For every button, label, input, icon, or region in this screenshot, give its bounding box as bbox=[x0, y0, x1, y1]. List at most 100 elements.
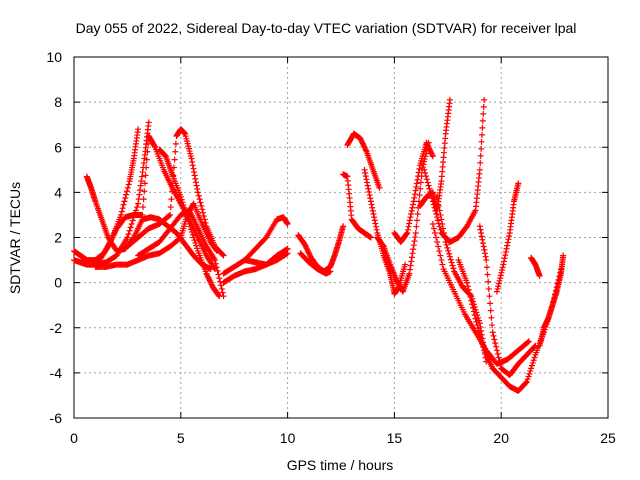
data-point bbox=[481, 246, 488, 253]
data-point bbox=[430, 201, 437, 208]
data-point bbox=[426, 146, 433, 153]
data-point bbox=[204, 271, 211, 278]
data-point bbox=[180, 202, 187, 209]
series-arc-24 bbox=[476, 223, 539, 379]
data-point bbox=[480, 103, 487, 110]
data-point bbox=[184, 215, 191, 222]
data-point bbox=[515, 180, 522, 187]
data-point bbox=[402, 261, 409, 268]
data-point bbox=[531, 343, 538, 350]
data-point bbox=[416, 165, 423, 172]
data-point bbox=[181, 204, 188, 211]
data-point bbox=[139, 169, 146, 176]
data-point bbox=[500, 258, 507, 265]
data-point bbox=[505, 236, 512, 243]
data-point bbox=[208, 281, 215, 288]
data-point bbox=[472, 315, 479, 322]
data-point bbox=[408, 258, 415, 265]
data-point bbox=[367, 234, 374, 241]
data-point bbox=[523, 378, 530, 385]
data-point bbox=[525, 373, 532, 380]
data-point bbox=[407, 214, 414, 221]
data-point bbox=[471, 312, 478, 319]
data-point bbox=[427, 188, 434, 195]
data-point bbox=[502, 248, 509, 255]
data-point bbox=[302, 243, 309, 250]
data-point bbox=[367, 195, 374, 202]
data-point bbox=[522, 379, 529, 386]
y-tick-label: 4 bbox=[54, 184, 62, 200]
data-point bbox=[117, 211, 124, 218]
data-point bbox=[491, 336, 498, 343]
data-point bbox=[427, 147, 434, 154]
data-point bbox=[446, 96, 453, 103]
series-arc-25 bbox=[493, 180, 522, 295]
data-point bbox=[190, 234, 197, 241]
data-point bbox=[422, 169, 429, 176]
data-point bbox=[364, 179, 371, 186]
data-point bbox=[183, 212, 190, 219]
data-point bbox=[497, 272, 504, 279]
data-point bbox=[186, 220, 193, 227]
data-point bbox=[151, 143, 158, 150]
series-arc-13 bbox=[297, 250, 334, 277]
data-point bbox=[434, 214, 441, 221]
data-point bbox=[189, 231, 196, 238]
data-point bbox=[215, 292, 222, 299]
data-point bbox=[476, 331, 483, 338]
data-point bbox=[413, 183, 420, 190]
data-point bbox=[447, 256, 454, 263]
data-point bbox=[127, 224, 134, 231]
data-point bbox=[496, 358, 503, 365]
data-point bbox=[414, 217, 421, 224]
data-point bbox=[200, 209, 207, 216]
data-point bbox=[429, 151, 436, 158]
data-point bbox=[409, 204, 416, 211]
data-point bbox=[440, 229, 447, 236]
data-point bbox=[493, 347, 500, 354]
data-point bbox=[140, 160, 147, 167]
data-point bbox=[477, 334, 484, 341]
data-point bbox=[437, 252, 444, 259]
data-point bbox=[434, 198, 441, 205]
data-point bbox=[360, 141, 367, 148]
data-point bbox=[205, 276, 212, 283]
data-point bbox=[303, 245, 310, 252]
data-point bbox=[525, 338, 532, 345]
data-point bbox=[438, 257, 445, 264]
data-point bbox=[168, 196, 175, 203]
data-point bbox=[499, 266, 506, 273]
data-point bbox=[144, 148, 151, 155]
data-point bbox=[478, 337, 485, 344]
data-point bbox=[492, 340, 499, 347]
data-point bbox=[194, 245, 201, 252]
data-point bbox=[531, 354, 538, 361]
data-point bbox=[469, 301, 476, 308]
data-point bbox=[200, 213, 207, 220]
data-point bbox=[199, 206, 206, 213]
data-point bbox=[143, 164, 150, 171]
data-point bbox=[413, 180, 420, 187]
y-tick-label: 10 bbox=[46, 49, 62, 65]
data-point bbox=[172, 148, 179, 155]
data-point bbox=[475, 328, 482, 335]
data-point bbox=[207, 278, 214, 285]
data-point bbox=[473, 318, 480, 325]
y-tick-label: 0 bbox=[54, 275, 62, 291]
data-point bbox=[434, 193, 441, 200]
data-point bbox=[424, 142, 431, 149]
data-point bbox=[362, 146, 369, 153]
axes: 0 5 10 15 20 25 -6 -4 -2 0 2 4 6 8 10 bbox=[46, 49, 616, 446]
data-point bbox=[424, 179, 431, 186]
data-point bbox=[527, 368, 534, 375]
y-tick-label: 2 bbox=[54, 230, 62, 246]
data-point bbox=[478, 145, 485, 152]
data-point bbox=[439, 261, 446, 268]
data-point bbox=[201, 216, 208, 223]
data-point bbox=[408, 254, 415, 261]
data-point bbox=[433, 211, 440, 218]
data-point bbox=[362, 169, 369, 176]
data-point bbox=[421, 166, 428, 173]
data-point bbox=[135, 126, 142, 133]
